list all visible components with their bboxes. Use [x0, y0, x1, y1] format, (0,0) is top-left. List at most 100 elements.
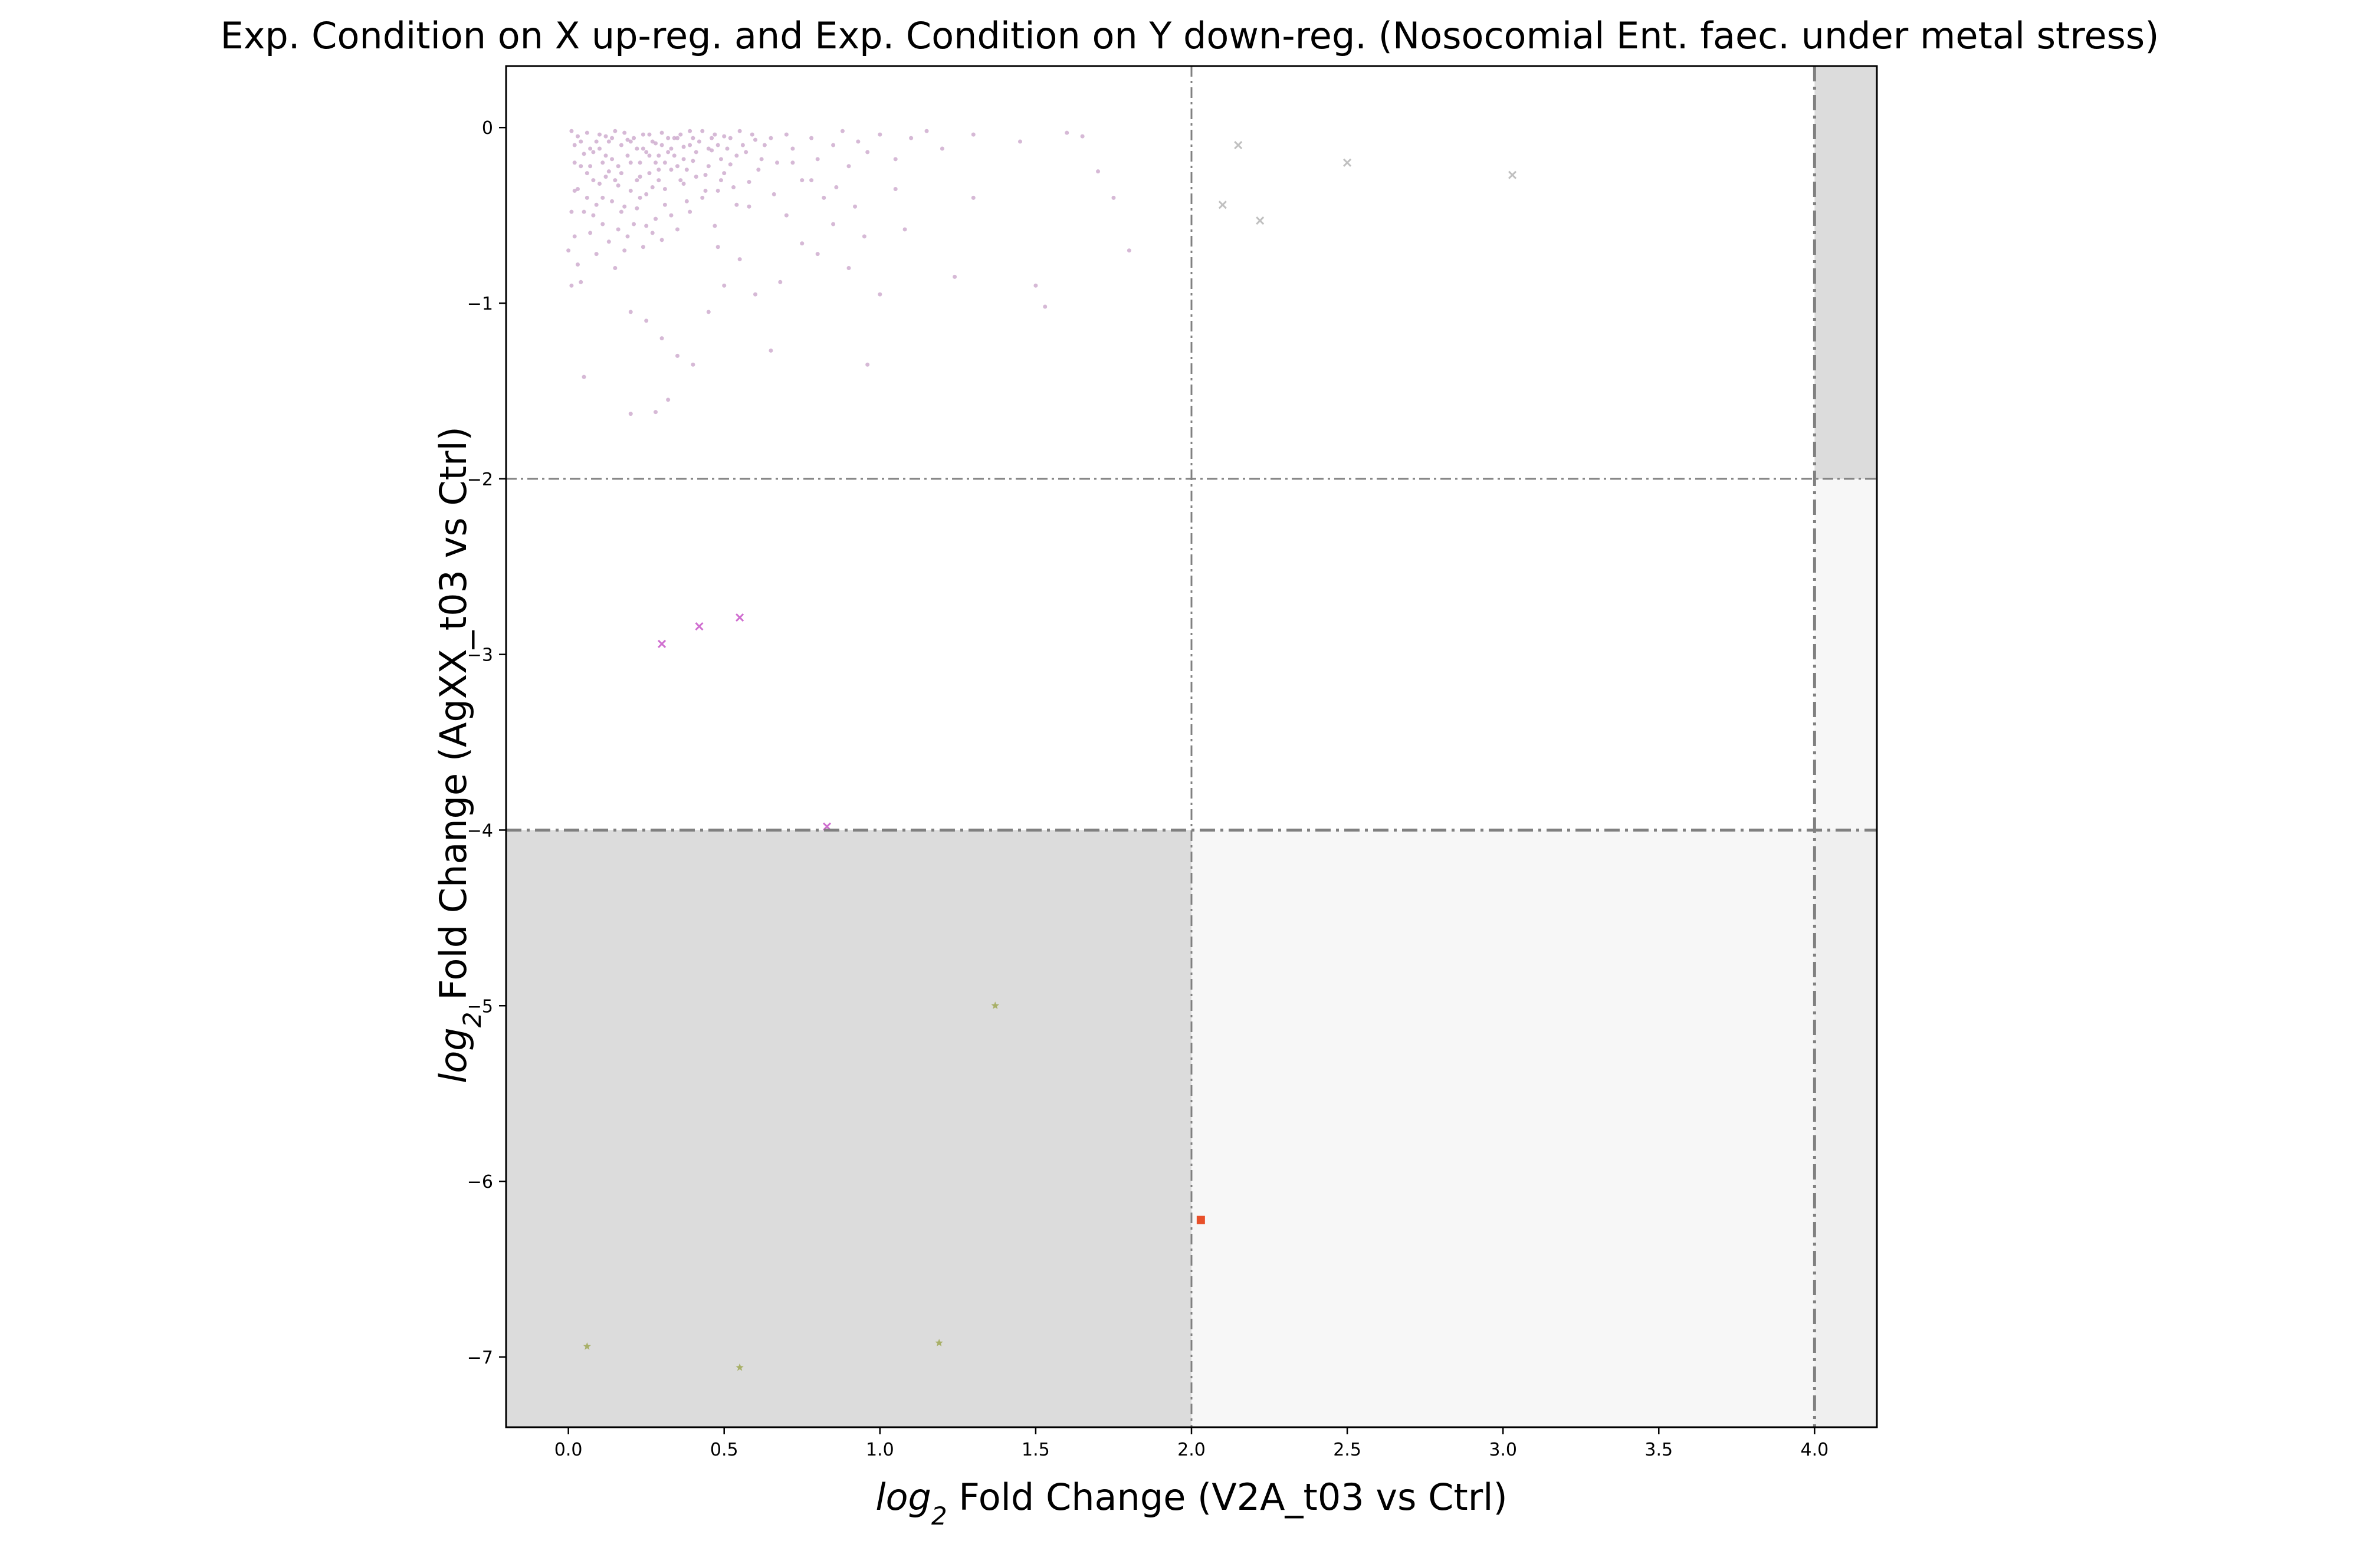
data-point — [678, 178, 683, 183]
data-point — [878, 132, 882, 137]
data-point — [654, 410, 658, 415]
data-point — [1196, 1216, 1205, 1224]
data-point — [641, 132, 645, 137]
data-point — [728, 136, 733, 140]
data-point — [706, 146, 711, 151]
y-axis-label-text: Fold Change (AgXX_t03 vs Ctrl) — [432, 426, 475, 1011]
data-point — [575, 186, 580, 191]
x-axis-label-subscript: 2 — [931, 1502, 947, 1530]
data-point — [790, 160, 795, 165]
y-tick-label: −5 — [467, 996, 493, 1017]
data-point — [625, 153, 630, 158]
data-point — [635, 178, 639, 183]
data-point — [737, 257, 742, 262]
data-point — [622, 248, 627, 253]
data-point — [722, 283, 727, 288]
data-point — [654, 216, 658, 221]
data-point — [632, 136, 636, 140]
data-point — [893, 186, 898, 191]
data-point — [862, 234, 866, 239]
data-point — [572, 160, 577, 165]
data-point — [613, 265, 618, 270]
data-point — [1018, 139, 1022, 144]
x-tick-label: 1.0 — [866, 1440, 894, 1460]
data-point — [591, 178, 596, 183]
data-point — [991, 1001, 999, 1009]
data-point — [582, 152, 586, 156]
data-point — [822, 195, 826, 200]
data-point — [706, 310, 711, 314]
data-point — [585, 195, 589, 200]
shaded-region-3 — [1814, 830, 1877, 1427]
data-point — [865, 362, 870, 367]
data-point — [662, 160, 667, 165]
data-point — [750, 132, 754, 137]
data-point — [695, 622, 704, 631]
data-point — [678, 132, 683, 137]
data-point — [650, 231, 655, 235]
data-point — [846, 265, 851, 270]
data-point — [784, 132, 789, 137]
data-point — [688, 129, 692, 133]
x-axis-label: log2 Fold Change (V2A_t03 vs Ctrl) — [875, 1476, 1507, 1530]
data-point — [658, 639, 667, 648]
data-point — [666, 398, 671, 402]
data-point — [635, 206, 639, 211]
data-point — [753, 292, 758, 297]
y-tick-label: 0 — [482, 118, 493, 139]
data-point — [747, 204, 751, 209]
data-point — [684, 199, 689, 203]
chart-title: Exp. Condition on X up-reg. and Exp. Con… — [221, 14, 2159, 57]
data-point — [893, 157, 898, 162]
data-point — [831, 222, 836, 226]
data-point — [628, 310, 633, 314]
data-point — [575, 134, 580, 139]
data-point — [603, 134, 608, 139]
data-point — [1256, 216, 1265, 225]
data-point — [644, 224, 649, 228]
data-point — [924, 129, 929, 133]
data-point — [654, 141, 658, 146]
data-point — [703, 173, 708, 178]
data-point — [606, 169, 611, 174]
data-point — [953, 274, 957, 279]
data-point — [878, 292, 882, 297]
data-point — [1080, 134, 1085, 139]
data-point — [659, 336, 664, 341]
data-point — [579, 139, 583, 144]
x-tick-label: 2.0 — [1177, 1440, 1206, 1460]
data-point — [731, 185, 736, 189]
data-point — [769, 136, 773, 140]
data-point — [691, 362, 695, 367]
y-axis-label: log2 Fold Change (AgXX_t03 vs Ctrl) — [432, 426, 487, 1083]
data-point — [594, 139, 599, 144]
data-point — [800, 178, 805, 183]
data-point — [691, 159, 695, 163]
data-point — [694, 150, 698, 155]
data-point — [644, 150, 649, 155]
data-point — [675, 353, 679, 358]
data-point — [736, 613, 744, 622]
data-point — [588, 146, 593, 151]
y-tick-label: −6 — [467, 1172, 493, 1193]
x-tick-label: 3.5 — [1644, 1440, 1673, 1460]
data-point — [656, 167, 661, 172]
data-point — [744, 150, 749, 155]
data-point — [613, 129, 618, 133]
data-point — [619, 143, 623, 147]
data-point — [600, 222, 605, 226]
data-point — [672, 153, 677, 158]
data-point — [610, 199, 615, 203]
data-point — [662, 202, 667, 207]
data-point — [610, 136, 615, 140]
data-point — [722, 134, 727, 139]
data-point — [669, 146, 674, 151]
data-point — [710, 148, 714, 153]
data-point — [628, 160, 633, 165]
x-tick-label: 1.5 — [1022, 1440, 1050, 1460]
data-point — [722, 171, 727, 176]
data-point — [681, 157, 686, 162]
data-point — [644, 318, 649, 323]
data-point — [747, 180, 751, 185]
data-point — [638, 160, 642, 165]
